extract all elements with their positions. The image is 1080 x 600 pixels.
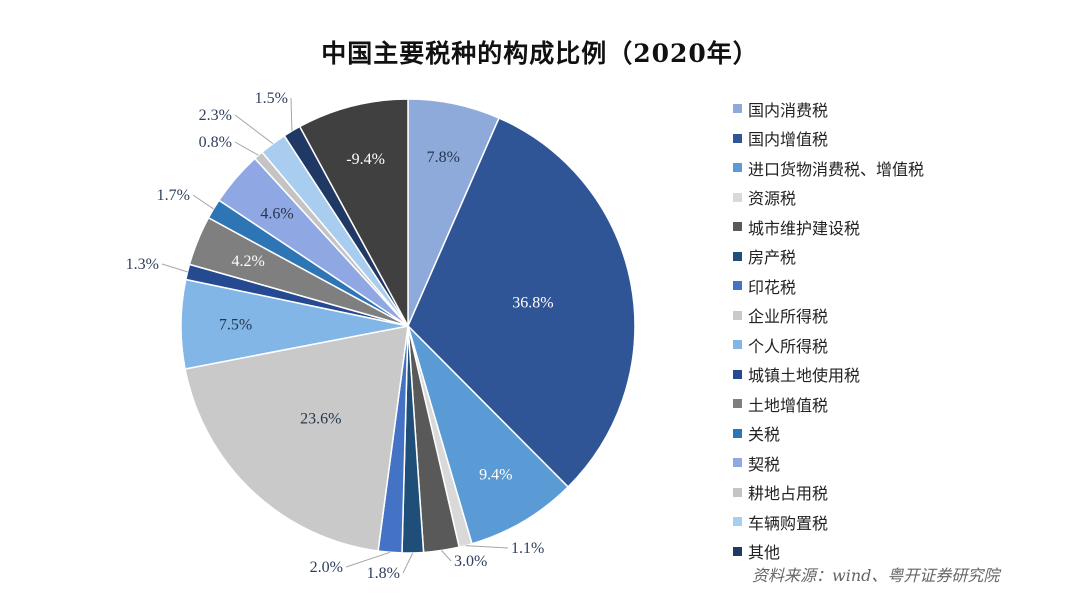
legend-swatch [733, 281, 742, 291]
legend-item: 个人所得税 [733, 330, 924, 360]
legend-label: 国内增值税 [748, 130, 829, 150]
legend-swatch [733, 340, 742, 350]
legend-item: 耕地占用税 [733, 478, 924, 508]
legend-label: 其他 [748, 543, 781, 563]
legend-item: 房产税 [733, 242, 924, 272]
slice-data-label: 1.5% [255, 90, 288, 107]
chart-title: 中国主要税种的构成比例（2020年） [321, 39, 759, 68]
legend-label: 关税 [748, 425, 781, 445]
leader-line [345, 551, 391, 568]
slice-data-label: 3.0% [454, 553, 487, 570]
pie-slice [298, 98, 409, 327]
slice-data-label: 9.4% [479, 467, 512, 484]
legend-label: 车辆购置税 [748, 513, 829, 533]
leader-line [234, 114, 274, 144]
slice-data-label: 36.8% [512, 295, 553, 312]
legend-label: 资源税 [748, 189, 797, 209]
legend-item: 进口货物消费税、增值税 [733, 153, 924, 183]
legend-swatch [733, 428, 742, 438]
legend-item: 城市维护建设税 [733, 212, 924, 242]
legend-swatch [733, 546, 742, 556]
leader-line [192, 194, 214, 210]
leader-line [402, 552, 414, 574]
legend-label: 城镇土地使用税 [748, 366, 861, 386]
slice-data-label: 7.5% [219, 317, 252, 334]
legend-swatch [733, 487, 742, 497]
slice-data-label: 23.6% [300, 411, 341, 428]
chart-legend: 国内消费税国内增值税进口货物消费税、增值税 资源税城市维护建设税 房产税印花税企业所… [733, 94, 924, 566]
legend-item: 国内增值税 [733, 124, 924, 154]
leader-line [290, 97, 293, 131]
legend-swatch [733, 458, 742, 468]
slice-data-label: 1.8% [367, 565, 400, 582]
leader-line [441, 550, 452, 562]
legend-item: 其他 [733, 537, 924, 567]
slice-data-label: 7.8% [427, 149, 460, 166]
legend-label: 进口货物消费税、增值税 [748, 159, 925, 179]
legend-swatch [733, 104, 742, 114]
legend-item: 国内消费税 [733, 94, 924, 124]
legend-swatch [733, 163, 742, 173]
legend-item: 资源税 [733, 183, 924, 213]
slice-data-label: 4.6% [260, 206, 293, 223]
slice-data-label: -9.4% [346, 151, 385, 168]
slice-data-label: 1.1% [511, 540, 544, 557]
legend-item: 土地增值税 [733, 389, 924, 419]
legend-label: 国内消费税 [748, 100, 829, 120]
legend-label: 房产税 [748, 248, 797, 268]
legend-item: 企业所得税 [733, 301, 924, 331]
pie-slice [184, 325, 409, 552]
legend-item: 印花税 [733, 271, 924, 301]
slice-data-label: 4.2% [232, 253, 265, 270]
legend-swatch [733, 369, 742, 379]
legend-item: 城镇土地使用税 [733, 360, 924, 390]
legend-item: 契税 [733, 448, 924, 478]
legend-swatch [733, 133, 742, 143]
slice-data-label: 1.7% [157, 187, 190, 204]
legend-item: 车辆购置税 [733, 507, 924, 537]
legend-swatch [733, 222, 742, 232]
legend-label: 城市维护建设税 [748, 218, 861, 238]
legend-label: 个人所得税 [748, 336, 829, 356]
slice-data-label: 2.0% [310, 559, 343, 576]
slice-data-label: 2.3% [199, 107, 232, 124]
legend-swatch [733, 399, 742, 409]
pie-slice [407, 117, 636, 489]
legend-label: 企业所得税 [748, 307, 829, 327]
legend-label: 印花税 [748, 277, 797, 297]
slice-data-label: 1.3% [126, 256, 159, 273]
leader-line [161, 263, 188, 273]
slice-data-label: 0.8% [199, 134, 232, 151]
legend-item: 关税 [733, 419, 924, 449]
source-note: 资料来源：wind、粤开证券研究院 [752, 566, 1000, 585]
legend-swatch [733, 251, 742, 261]
leader-line [234, 141, 259, 156]
legend-swatch [733, 192, 742, 202]
legend-swatch [733, 310, 742, 320]
legend-label: 耕地占用税 [748, 484, 829, 504]
pie-slice [407, 325, 570, 545]
leader-line [465, 545, 509, 549]
legend-label: 土地增值税 [748, 395, 829, 415]
legend-label: 契税 [748, 454, 781, 474]
legend-swatch [733, 517, 742, 527]
